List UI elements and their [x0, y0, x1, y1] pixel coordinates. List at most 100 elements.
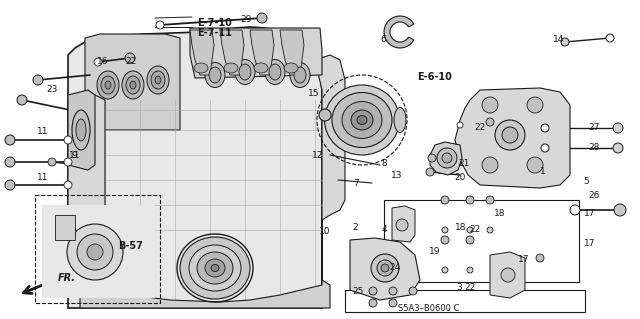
Ellipse shape: [101, 76, 115, 94]
Text: 18: 18: [455, 222, 467, 232]
Bar: [384, 200, 579, 282]
Polygon shape: [68, 27, 322, 308]
Text: B-57: B-57: [118, 241, 143, 251]
Circle shape: [409, 287, 417, 295]
Polygon shape: [85, 34, 180, 130]
Text: 13: 13: [391, 170, 403, 180]
Circle shape: [319, 109, 331, 121]
Polygon shape: [68, 95, 105, 285]
Ellipse shape: [294, 67, 306, 83]
Text: 11: 11: [69, 151, 81, 160]
Polygon shape: [80, 280, 330, 308]
Text: 22: 22: [125, 57, 136, 66]
Circle shape: [467, 227, 473, 233]
Circle shape: [613, 123, 623, 133]
Ellipse shape: [342, 101, 382, 138]
Circle shape: [5, 135, 15, 145]
Bar: [345, 290, 585, 312]
Circle shape: [541, 144, 549, 152]
Polygon shape: [490, 252, 525, 298]
Circle shape: [125, 53, 135, 63]
Text: 9: 9: [71, 151, 77, 160]
Text: 5: 5: [583, 176, 589, 186]
Text: 20: 20: [454, 174, 466, 182]
Ellipse shape: [394, 108, 406, 132]
Polygon shape: [190, 28, 322, 78]
Ellipse shape: [351, 110, 373, 130]
Circle shape: [614, 204, 626, 216]
Ellipse shape: [147, 66, 169, 94]
Circle shape: [441, 196, 449, 204]
Polygon shape: [68, 90, 95, 170]
Circle shape: [33, 75, 43, 85]
Circle shape: [613, 143, 623, 153]
Polygon shape: [384, 16, 414, 48]
Text: 23: 23: [46, 85, 58, 93]
Text: 11: 11: [37, 128, 49, 137]
Circle shape: [466, 236, 474, 244]
Circle shape: [48, 158, 56, 166]
Circle shape: [442, 227, 448, 233]
Polygon shape: [280, 30, 304, 75]
Polygon shape: [220, 30, 244, 75]
Circle shape: [495, 120, 525, 150]
Circle shape: [369, 299, 377, 307]
Circle shape: [442, 153, 452, 163]
Circle shape: [502, 127, 518, 143]
Circle shape: [561, 38, 569, 46]
Circle shape: [396, 219, 408, 231]
Ellipse shape: [155, 76, 161, 84]
Circle shape: [570, 205, 580, 215]
Circle shape: [87, 244, 103, 260]
Text: 27: 27: [588, 123, 600, 132]
Ellipse shape: [197, 252, 233, 284]
Circle shape: [466, 196, 474, 204]
Text: 1: 1: [540, 167, 546, 175]
Circle shape: [369, 287, 377, 295]
Ellipse shape: [194, 63, 208, 73]
Text: E-6-10: E-6-10: [417, 72, 452, 82]
Polygon shape: [315, 55, 345, 308]
Circle shape: [486, 118, 494, 126]
Circle shape: [5, 157, 15, 167]
Text: 17: 17: [584, 239, 596, 248]
Circle shape: [94, 58, 102, 66]
Circle shape: [377, 260, 393, 276]
Ellipse shape: [180, 237, 250, 299]
Text: 25: 25: [352, 286, 364, 295]
Circle shape: [437, 148, 457, 168]
Circle shape: [389, 287, 397, 295]
Circle shape: [527, 157, 543, 173]
Circle shape: [67, 224, 123, 280]
Ellipse shape: [332, 93, 392, 147]
Circle shape: [457, 122, 463, 128]
Circle shape: [17, 95, 27, 105]
Circle shape: [5, 180, 15, 190]
Text: 10: 10: [319, 227, 331, 236]
Text: 4: 4: [381, 226, 387, 234]
Text: 26: 26: [588, 191, 600, 201]
Circle shape: [606, 34, 614, 42]
Ellipse shape: [76, 119, 86, 141]
Ellipse shape: [72, 110, 90, 150]
Text: 22: 22: [469, 226, 481, 234]
Ellipse shape: [97, 71, 119, 99]
Circle shape: [156, 21, 164, 29]
Ellipse shape: [357, 115, 367, 124]
Circle shape: [381, 264, 389, 272]
Ellipse shape: [105, 81, 111, 89]
Ellipse shape: [151, 71, 165, 89]
Ellipse shape: [130, 81, 136, 89]
Text: 22: 22: [474, 122, 486, 131]
Ellipse shape: [239, 64, 251, 80]
Text: 14: 14: [554, 34, 564, 43]
Ellipse shape: [324, 85, 399, 155]
Circle shape: [257, 13, 267, 23]
Circle shape: [428, 154, 436, 162]
Polygon shape: [250, 30, 274, 75]
Ellipse shape: [211, 264, 219, 271]
Circle shape: [64, 181, 72, 189]
Text: 15: 15: [308, 88, 320, 98]
Circle shape: [64, 136, 72, 144]
Polygon shape: [430, 142, 462, 175]
